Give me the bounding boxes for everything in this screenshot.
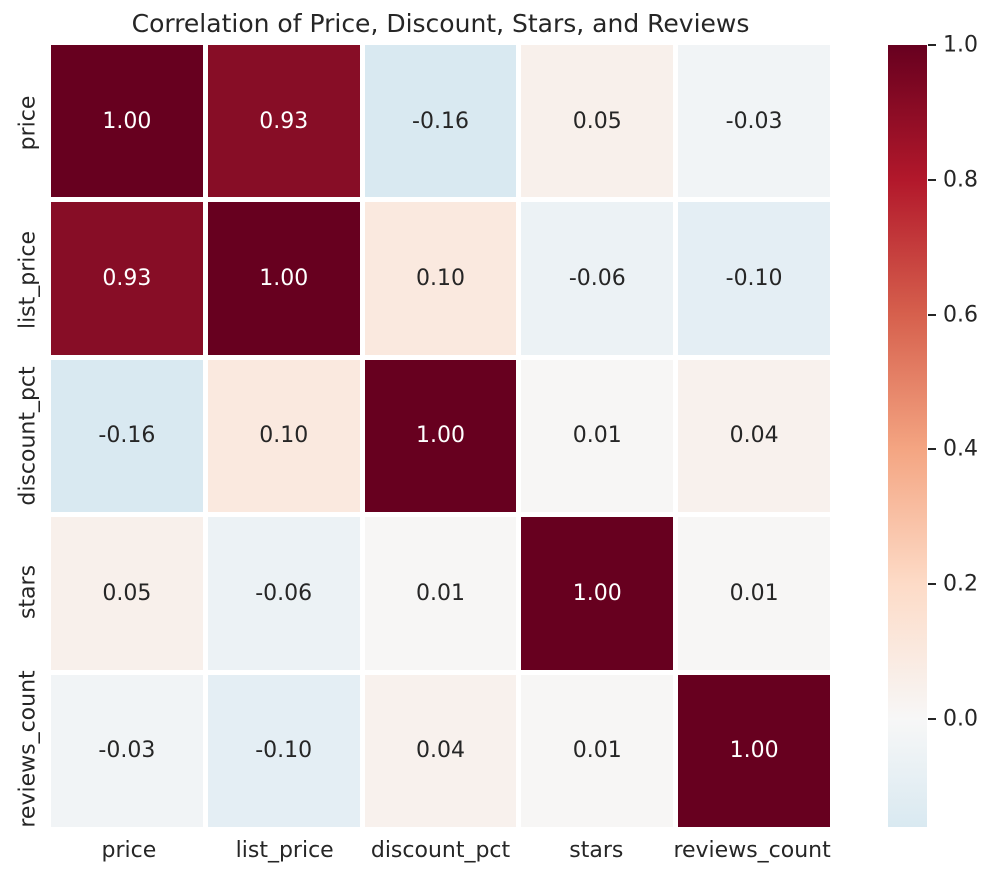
colorbar-tick-label: 0.8 — [943, 167, 978, 193]
x-tick-label: discount_pct — [370, 838, 511, 863]
heatmap-cell: 1.00 — [207, 202, 360, 355]
y-tick-label: price — [15, 95, 41, 151]
heatmap-cell: 0.01 — [521, 359, 674, 513]
heatmap-cell: -0.16 — [51, 359, 203, 513]
colorbar-tick-label: 0.4 — [943, 436, 978, 462]
x-tick-label: price — [101, 838, 157, 863]
colorbar-tick-label: 0.6 — [943, 302, 978, 328]
heatmap-cell: -0.16 — [364, 45, 517, 198]
colorbar-tick-label: 1.0 — [943, 32, 978, 58]
heatmap-cell: 0.93 — [207, 45, 360, 198]
colorbar-tick-label: 0.0 — [943, 706, 978, 732]
x-tick-label: reviews_count — [673, 838, 831, 863]
colorbar-tick-mark — [928, 718, 936, 721]
colorbar-gradient — [888, 45, 927, 827]
heatmap-cell: 0.93 — [51, 202, 203, 355]
heatmap-cell: 0.01 — [364, 517, 517, 670]
heatmap-cell: 0.10 — [207, 359, 360, 513]
colorbar-tick-mark — [928, 583, 936, 586]
heatmap-cell: -0.06 — [207, 517, 360, 670]
colorbar-tick-mark — [928, 313, 936, 316]
heatmap-cell: 0.05 — [51, 517, 203, 670]
colorbar-tick-mark — [928, 178, 936, 181]
y-tick-label: reviews_count — [15, 670, 41, 828]
heatmap-cell: -0.03 — [51, 674, 203, 827]
y-tick-label: stars — [15, 565, 41, 620]
y-tick-label: discount_pct — [15, 366, 41, 506]
heatmap-cell: 1.00 — [678, 674, 830, 827]
heatmap-cell: 1.00 — [521, 517, 674, 670]
heatmap-cell: 0.04 — [678, 359, 830, 513]
colorbar-tick-mark — [928, 44, 936, 46]
heatmap-cell: 0.01 — [521, 674, 674, 827]
heatmap-cell: -0.10 — [207, 674, 360, 827]
heatmap-cell: 0.05 — [521, 45, 674, 198]
heatmap-grid: 1.00 0.93 -0.16 0.05 -0.03 0.93 1.00 0.10 -0.06-… — [51, 45, 830, 827]
colorbar: 1.0 0.8 0.6 0.4 0.2 0.0 — [888, 33, 978, 827]
x-tick-label: stars — [569, 838, 624, 863]
heatmap-cell: 0.10 — [364, 202, 517, 355]
heatmap-cell: 0.04 — [364, 674, 517, 827]
y-tick-label: list_price — [15, 230, 41, 329]
heatmap-cell: -0.10 — [678, 202, 830, 355]
heatmap-cell: 0.01 — [678, 517, 830, 670]
x-tick-label: list_price — [235, 838, 334, 863]
heatmap-cell: 1.00 — [364, 359, 517, 513]
heatmap-cell: 1.00 — [51, 45, 203, 198]
heatmap-cell: -0.03 — [678, 45, 830, 198]
chart-title: Correlation of Price, Discount, Stars, a… — [131, 9, 750, 38]
colorbar-tick-mark — [928, 448, 936, 451]
colorbar-tick-label: 0.2 — [943, 571, 978, 597]
heatmap-cell: -0.06 — [521, 202, 674, 355]
